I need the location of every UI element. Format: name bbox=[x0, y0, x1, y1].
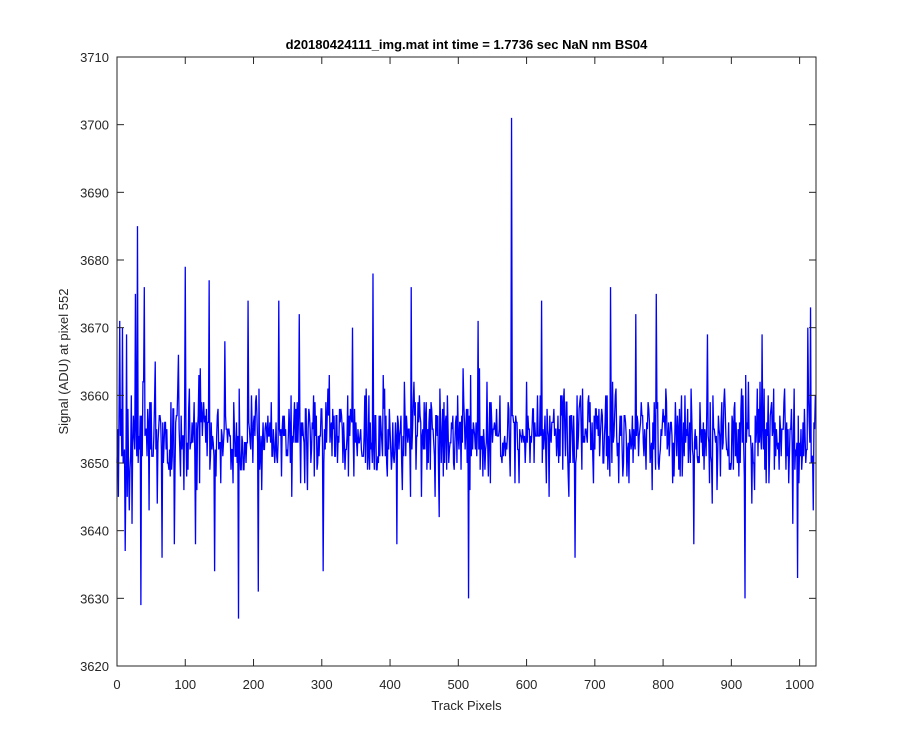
x-axis-ticks: 0 100 200 300 400 500 600 700 800 900 1000 bbox=[113, 57, 814, 692]
series-layer bbox=[116, 117, 816, 619]
x-tick-label: 700 bbox=[584, 677, 606, 692]
y-tick-label: 3680 bbox=[80, 253, 109, 268]
x-tick-label: 100 bbox=[174, 677, 196, 692]
y-tick-label: 3660 bbox=[80, 388, 109, 403]
y-tick-label: 3700 bbox=[80, 118, 109, 133]
x-tick-label: 1000 bbox=[785, 677, 814, 692]
chart-title: d20180424111_img.mat int time = 1.7736 s… bbox=[286, 37, 648, 52]
y-axis-label: Signal (ADU) at pixel 552 bbox=[56, 289, 71, 435]
x-tick-label: 900 bbox=[721, 677, 743, 692]
plot-frame bbox=[116, 56, 817, 667]
x-tick-label: 200 bbox=[243, 677, 265, 692]
x-tick-label: 500 bbox=[447, 677, 469, 692]
x-tick-label: 0 bbox=[113, 677, 120, 692]
y-tick-label: 3710 bbox=[80, 50, 109, 65]
plot-area bbox=[117, 57, 816, 666]
x-tick-label: 600 bbox=[516, 677, 538, 692]
y-tick-label: 3670 bbox=[80, 321, 109, 336]
x-axis-label: Track Pixels bbox=[431, 698, 502, 713]
y-tick-label: 3620 bbox=[80, 659, 109, 674]
y-axis-ticks: 3620 3630 3640 3650 3660 3670 3680 3690 3700 3710 bbox=[80, 50, 816, 674]
x-tick-label: 300 bbox=[311, 677, 333, 692]
y-tick-label: 3640 bbox=[80, 524, 109, 539]
y-tick-label: 3690 bbox=[80, 185, 109, 200]
series-line bbox=[116, 117, 816, 619]
y-tick-label: 3650 bbox=[80, 456, 109, 471]
y-tick-label: 3630 bbox=[80, 591, 109, 606]
x-tick-label: 400 bbox=[379, 677, 401, 692]
x-tick-label: 800 bbox=[652, 677, 674, 692]
